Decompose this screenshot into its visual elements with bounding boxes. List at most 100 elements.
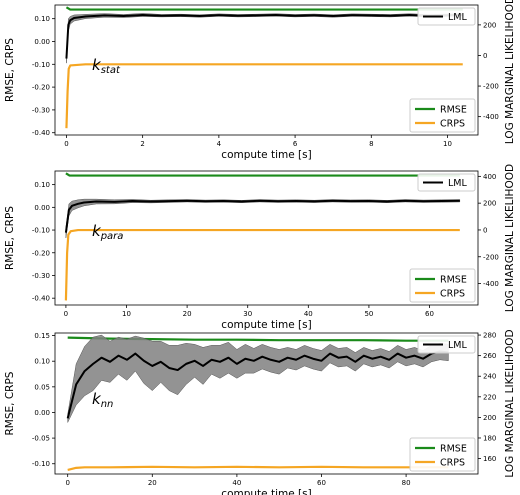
- legend-top-box: [417, 7, 476, 26]
- kernel-annotation-sub: nn: [101, 399, 114, 410]
- lml-uncertainty-band: [65, 198, 461, 239]
- y-right-tick-label: 180: [483, 434, 496, 442]
- y-tick-label: -0.40: [32, 295, 50, 303]
- legend-label-crps: CRPS: [440, 458, 465, 469]
- y-axis-label: RMSE, CRPS: [4, 38, 16, 102]
- legend-label-lml: LML: [448, 340, 467, 351]
- series-line-rmse: [65, 6, 463, 11]
- x-axis-label: compute time [s]: [221, 319, 311, 331]
- y-tick-label: -0.10: [32, 227, 50, 235]
- kernel-annotation: knn: [92, 390, 113, 410]
- x-tick-label: 40: [232, 479, 241, 487]
- x-tick-label: 10: [443, 140, 452, 148]
- legend-bottom: RMSE CRPS: [409, 437, 476, 472]
- chart-panel: 0 10 20 30 40 50 60 -0.40 -0.30 -0.20 -0.10 0.00 0.1…: [4, 164, 516, 331]
- y-tick-label: -0.30: [32, 272, 50, 280]
- kernel-annotation-main: k: [92, 56, 102, 74]
- kernel-annotation-sub: stat: [101, 65, 121, 76]
- lml-uncertainty-band: [67, 334, 449, 423]
- kernel-annotation-sub: para: [100, 231, 124, 242]
- y-right-tick-label: -400: [483, 280, 499, 288]
- y-right-tick-label: 200: [483, 200, 496, 208]
- series-line-crps: [65, 63, 463, 129]
- legend-label-lml: LML: [448, 12, 467, 23]
- legend-label-rmse: RMSE: [440, 105, 467, 116]
- x-tick-label: 30: [243, 310, 252, 318]
- y-right-tick-label: 0: [483, 226, 487, 234]
- x-tick-label: 40: [304, 310, 313, 318]
- y-right-tick-label: 240: [483, 373, 496, 381]
- legend-label-crps: CRPS: [440, 119, 465, 130]
- y-right-axis-label: LOG MARGINAL LIKELIHOOD: [504, 329, 516, 477]
- chart-panel: 0 20 40 60 80 -0.10 -0.05 0.00 0.05 0.10 0.15 160 18…: [4, 329, 516, 495]
- x-tick-label: 20: [183, 310, 192, 318]
- y-right-tick-label: -200: [483, 253, 499, 261]
- x-tick-label: 6: [293, 140, 298, 148]
- legend-top: LML: [417, 7, 476, 26]
- y-right-tick-label: -400: [483, 113, 499, 121]
- y-right-axis-label: LOG MARGINAL LIKELIHOOD: [504, 0, 516, 144]
- y-right-tick-label: -200: [483, 83, 499, 91]
- legend-label-crps: CRPS: [440, 289, 465, 300]
- plot-area: [64, 172, 461, 301]
- y-right-tick-label: 280: [483, 332, 496, 340]
- x-axis-label: compute time [s]: [221, 149, 311, 161]
- kernel-annotation: kpara: [92, 222, 123, 242]
- y-tick-label: -0.40: [32, 129, 50, 137]
- x-tick-label: 10: [122, 310, 131, 318]
- x-tick-label: 4: [217, 140, 222, 148]
- legend-top: LML: [417, 173, 476, 192]
- y-tick-label: 0.00: [34, 204, 50, 212]
- y-tick-label: 0.10: [34, 15, 50, 23]
- y-right-axis-label: LOG MARGINAL LIKELIHOOD: [504, 164, 516, 312]
- y-tick-label: -0.30: [32, 106, 50, 114]
- x-tick-label: 0: [65, 479, 69, 487]
- y-right-tick-label: 200: [483, 414, 496, 422]
- x-tick-label: 8: [369, 140, 373, 148]
- y-tick-label: -0.10: [32, 460, 50, 468]
- x-tick-label: 60: [317, 479, 326, 487]
- x-tick-label: 0: [64, 310, 68, 318]
- kernel-annotation: kstat: [92, 56, 121, 76]
- y-right-tick-label: 260: [483, 352, 496, 360]
- y-tick-label: 0.00: [34, 409, 50, 417]
- series-line-lml: [64, 199, 460, 233]
- y-tick-label: -0.05: [32, 435, 50, 443]
- x-tick-label: 0: [64, 140, 68, 148]
- x-tick-label: 2: [140, 140, 144, 148]
- legend-bottom: RMSE CRPS: [409, 268, 476, 303]
- x-tick-label: 50: [364, 310, 373, 318]
- y-tick-label: -0.10: [32, 61, 50, 69]
- y-right-tick-label: 200: [483, 21, 496, 29]
- x-tick-label: 60: [425, 310, 434, 318]
- series-line-crps: [67, 465, 449, 471]
- y-tick-label: 0.05: [34, 383, 50, 391]
- series-line-lml: [65, 13, 463, 59]
- y-tick-label: 0.00: [34, 38, 50, 46]
- legend-label-lml: LML: [448, 178, 467, 189]
- x-tick-label: 80: [402, 479, 411, 487]
- legend-top-box: [417, 173, 476, 192]
- x-tick-label: 20: [148, 479, 157, 487]
- chart-panel: 0 2 4 6 8 10 -0.40 -0.30 -0.20 -0.10 0.00 0.10 -400 -…: [4, 0, 516, 161]
- legend-label-rmse: RMSE: [440, 275, 467, 286]
- y-tick-label: 0.10: [34, 181, 50, 189]
- x-axis-label: compute time [s]: [221, 488, 311, 495]
- y-tick-label: -0.20: [32, 84, 50, 92]
- y-right-tick-label: 400: [483, 173, 496, 181]
- kernel-annotation-main: k: [92, 390, 102, 408]
- legend-bottom: RMSE CRPS: [409, 98, 476, 133]
- series-line-rmse: [65, 172, 460, 177]
- series-line-crps: [64, 228, 460, 301]
- plot-frame: [54, 4, 479, 136]
- plot-area: [66, 334, 449, 471]
- legend-top: LML: [417, 335, 476, 354]
- y-right-tick-label: 160: [483, 455, 496, 463]
- y-tick-label: 0.10: [34, 358, 50, 366]
- y-tick-label: -0.20: [32, 249, 50, 257]
- legend-label-rmse: RMSE: [440, 444, 467, 455]
- series-line-lml: [66, 350, 449, 419]
- legend-top-box: [417, 335, 476, 354]
- y-tick-label: 0.15: [34, 332, 50, 340]
